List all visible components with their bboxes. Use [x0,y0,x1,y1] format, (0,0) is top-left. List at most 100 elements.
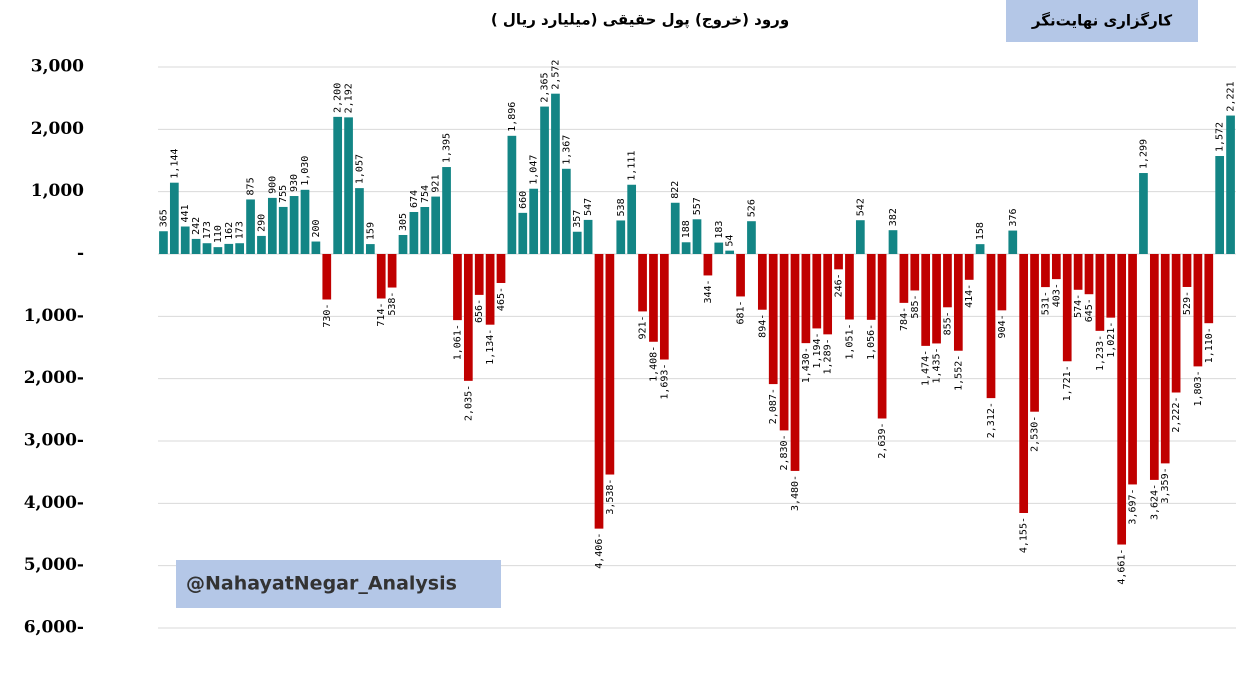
bar [921,254,931,346]
bar [638,254,647,312]
data-label: 414- [964,284,975,308]
bar [812,254,822,329]
data-label: 1,803- [1193,370,1204,406]
bar [1030,254,1039,412]
bar [1008,230,1018,254]
data-label: 1,056- [866,324,877,360]
data-label: 183 [714,221,725,239]
bar [681,242,691,254]
data-label: 1,408- [648,346,659,382]
bar [932,254,941,344]
data-label: 2,830- [779,434,790,470]
data-label: 246- [834,273,845,297]
bar [899,254,909,303]
bar [703,254,713,276]
data-label: 921 [431,175,442,193]
data-label: 1,896 [507,102,518,132]
data-label: 3,624- [1149,484,1160,520]
data-label: 930 [289,174,300,192]
bar [572,231,582,254]
bar [1117,254,1127,545]
data-label: 2,312- [986,402,997,438]
bar [975,244,985,254]
data-label: 1,289- [823,338,834,374]
data-label: 1,194- [812,332,823,368]
y-tick-label: 1,000 [31,181,84,201]
data-label: 1,233- [1095,335,1106,371]
bar [1095,254,1105,331]
bar [834,254,843,270]
bar [953,254,963,351]
bar [300,189,310,254]
data-label: 2,221 [1226,81,1237,111]
bar [627,184,637,254]
data-label: 173 [202,221,213,239]
data-label: 1,435- [932,347,943,383]
y-tick-label: 6,000- [24,618,84,638]
bar [1041,254,1050,288]
bar [561,168,571,254]
data-label: 4,155- [1019,517,1030,553]
data-label: 681- [736,300,747,324]
data-label: 3,480- [790,475,801,511]
bar [888,230,898,254]
data-label: 754 [420,185,431,203]
data-label: 1,047 [529,155,540,185]
bar [322,254,332,300]
bar [877,254,887,419]
data-label: 290 [256,214,267,232]
data-label: 465- [496,287,507,311]
bar [540,106,549,254]
data-label: 660 [518,191,529,209]
bar [180,226,190,254]
data-label: 1,111 [627,151,638,181]
data-label: 441 [180,204,191,222]
data-label: 403- [1051,283,1062,307]
bar [485,254,495,325]
data-label: 376 [1008,209,1019,227]
data-label: 1,552- [953,355,964,391]
bar [1139,173,1148,254]
bar [463,254,473,381]
bar [594,254,604,529]
bar [866,254,876,320]
data-label: 855- [942,311,953,335]
bar [779,254,789,431]
bar [507,135,517,254]
bar [529,188,539,254]
data-label: 730- [322,304,333,328]
bar [420,207,430,254]
data-label: 365 [158,209,169,227]
bar [246,199,255,254]
data-label: 3,538- [605,479,616,515]
bar [943,254,952,308]
y-tick-label: 5,000- [24,555,84,575]
bar [1149,254,1159,480]
bar [1128,254,1137,485]
bar [431,196,441,254]
bar [1160,254,1170,464]
bar [714,242,724,254]
data-label: 538- [387,292,398,316]
bar [1019,254,1029,513]
bar [453,254,462,321]
data-label: 54 [725,235,736,247]
bar [202,243,212,254]
data-label: 574- [1073,294,1084,318]
data-label: 2,530- [1030,416,1041,452]
bar [997,254,1007,311]
bar [605,254,615,475]
bar [344,117,353,255]
bar [442,167,451,254]
bar [964,254,974,280]
data-label: 1,721- [1062,365,1073,401]
brand: کارگزاری نهایت‌نگر [1031,12,1172,30]
data-label: 173 [235,221,246,239]
bar [855,220,865,254]
data-label: 305 [398,213,409,231]
bar [496,254,506,283]
data-label: 531- [1040,291,1051,315]
data-label: 755 [278,185,289,203]
bar [736,254,745,297]
data-label: 110 [213,225,224,243]
